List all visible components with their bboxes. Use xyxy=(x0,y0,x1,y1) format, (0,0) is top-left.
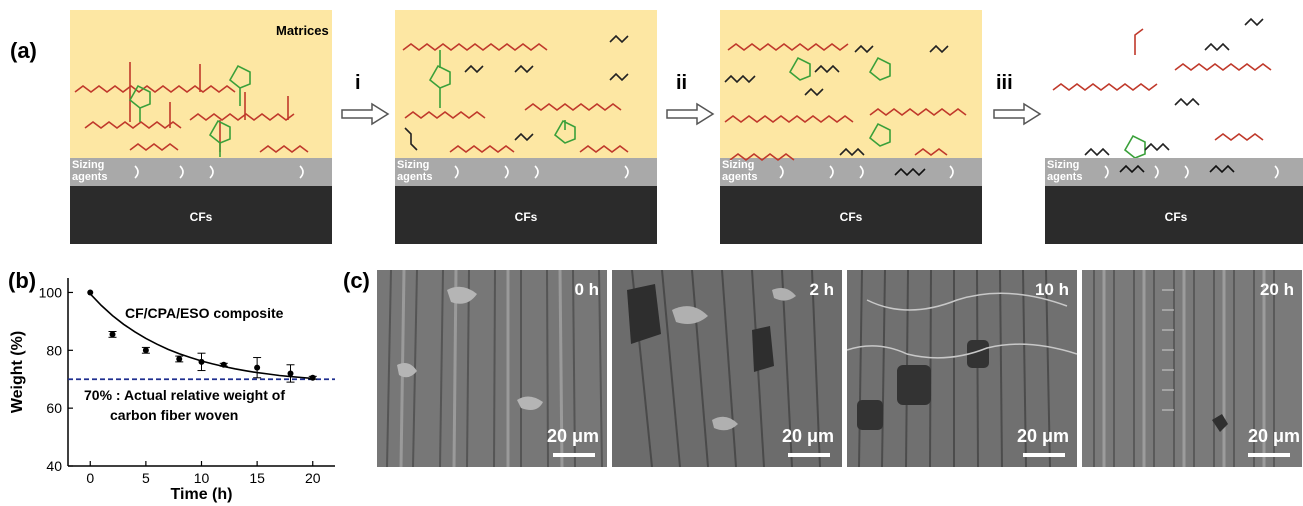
cf-label: CFs xyxy=(514,210,538,224)
carbon-fiber-layer xyxy=(70,186,332,244)
y-tick-label: 80 xyxy=(46,342,62,358)
fiber-texture xyxy=(612,270,842,467)
scale-bar-label: 20 μm xyxy=(1247,426,1300,446)
sizing-agents-label: Sizing agents xyxy=(722,159,758,183)
scale-bar xyxy=(553,453,595,457)
series-label: CF/CPA/ESO composite xyxy=(125,305,284,321)
x-tick-label: 20 xyxy=(305,470,321,486)
x-tick-label: 10 xyxy=(194,470,210,486)
matrix-layer xyxy=(70,10,332,158)
y-tick-label: 40 xyxy=(46,458,62,474)
data-point xyxy=(87,289,94,296)
fiber-texture xyxy=(377,270,607,467)
fiber-texture xyxy=(847,270,1077,467)
scale-bar-label: 20 μm xyxy=(1016,426,1069,446)
scale-bar-label: 20 μm xyxy=(781,426,834,446)
x-tick-label: 5 xyxy=(142,470,150,486)
data-point xyxy=(220,361,227,368)
step-ii-label: ii xyxy=(676,72,688,94)
step-ii-arrow-icon xyxy=(666,102,715,126)
panel-b-label: (b) xyxy=(8,268,37,293)
sem-image-20h: 20 h 20 μm xyxy=(1082,270,1302,467)
y-axis-label: Weight (%) xyxy=(9,331,26,413)
matrices-label: Matrices xyxy=(276,23,329,38)
sizing-agents-label: Sizing agents xyxy=(397,159,433,183)
x-axis-label: Time (h) xyxy=(171,486,233,503)
cf-label: CFs xyxy=(1164,210,1188,224)
released-molecules xyxy=(1052,17,1272,158)
network-molecules xyxy=(402,34,629,179)
data-point xyxy=(198,358,205,365)
sem-time-label: 10 h xyxy=(1034,280,1069,299)
panel-a-label: (a) xyxy=(10,38,37,63)
step-iii-label: iii xyxy=(996,72,1013,94)
data-point xyxy=(254,364,261,371)
matrix-layer xyxy=(720,10,982,158)
network-molecules xyxy=(74,62,309,179)
fiber-texture xyxy=(1082,270,1302,467)
carbon-fiber-layer xyxy=(395,186,657,244)
scheme-step-ii: Sizing agents CFs xyxy=(720,10,982,244)
step-i-label: i xyxy=(355,72,361,94)
sem-image-2h: 2 h 20 μm xyxy=(612,270,842,467)
sizing-layer xyxy=(720,158,982,186)
cf-label: CFs xyxy=(189,210,213,224)
y-tick-label: 60 xyxy=(46,400,62,416)
scale-bar xyxy=(788,453,830,457)
sizing-layer xyxy=(395,158,657,186)
panel-c-label: (c) xyxy=(343,268,370,293)
data-point xyxy=(309,374,316,381)
sem-time-label: 0 h xyxy=(574,280,599,299)
scale-bar-label: 20 μm xyxy=(546,426,599,446)
scale-bar xyxy=(1023,453,1065,457)
data-point xyxy=(142,347,149,354)
scheme-initial: Matrices Sizing agents CFs xyxy=(70,10,332,244)
data-point xyxy=(109,331,116,338)
sem-image-0h: 0 h 20 μm xyxy=(377,270,607,467)
step-iii-arrow-icon xyxy=(993,102,1042,126)
x-tick-label: 15 xyxy=(249,470,265,486)
annotation-line-2: carbon fiber woven xyxy=(110,407,238,423)
sizing-molecules xyxy=(1104,164,1279,179)
sem-image-10h: 10 h 20 μm xyxy=(847,270,1077,467)
cf-label: CFs xyxy=(839,210,863,224)
sizing-layer xyxy=(70,158,332,186)
network-molecules xyxy=(724,43,967,179)
sem-time-label: 20 h xyxy=(1259,280,1294,299)
sem-time-label: 2 h xyxy=(809,280,834,299)
sizing-layer xyxy=(1045,158,1303,186)
data-point xyxy=(176,355,183,362)
data-point xyxy=(287,370,294,377)
carbon-fiber-layer xyxy=(720,186,982,244)
x-tick-label: 0 xyxy=(86,470,94,486)
scheme-step-iii: Sizing agents CFs xyxy=(1045,10,1303,244)
step-i-arrow-icon xyxy=(341,102,390,126)
sizing-agents-label: Sizing agents xyxy=(72,159,108,183)
weight-loss-chart: 0 5 10 15 20 40 60 80 100 Time (h) Weight (%) CF/CP… xyxy=(9,278,335,503)
matrix-layer xyxy=(395,10,657,158)
scheme-step-i: Sizing agents CFs xyxy=(395,10,657,244)
sizing-agents-label: Sizing agents xyxy=(1047,159,1083,183)
annotation-line-1: 70% : Actual relative weight of xyxy=(84,387,285,403)
carbon-fiber-layer xyxy=(1045,186,1303,244)
y-tick-label: 100 xyxy=(39,284,63,300)
scale-bar xyxy=(1248,453,1290,457)
